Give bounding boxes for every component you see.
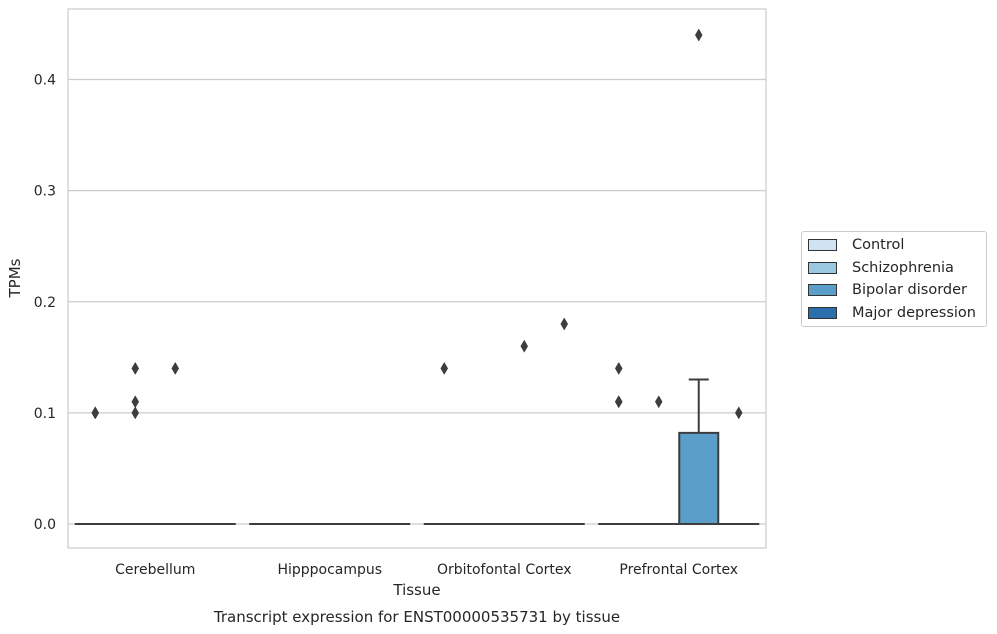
y-tick-label: 0.4 [34, 73, 56, 89]
outlier-point [131, 395, 140, 409]
y-tick-label: 0.2 [34, 295, 56, 311]
outlier-point [171, 361, 180, 375]
legend-swatch-schizophrenia [808, 262, 837, 274]
box-bipolar-disorder-cerebellum [154, 361, 196, 526]
outlier-point [520, 339, 529, 353]
box-control-orbitofontal-cortex [423, 361, 465, 526]
legend-swatch-control [808, 239, 837, 251]
y-tick-label: 0.0 [34, 517, 56, 533]
outlier-point [614, 395, 623, 409]
legend-label-control: Control [852, 237, 905, 253]
x-tick-label: Prefrontal Cortex [619, 562, 738, 578]
x-tick-label: Cerebellum [115, 562, 195, 578]
legend-swatch-major-depression [808, 307, 837, 319]
y-axis-title: TPMs [6, 258, 24, 298]
x-axis-title: Tissue [392, 581, 440, 599]
legend-label-bipolar-disorder: Bipolar disorder [852, 282, 967, 298]
plot-area-frame [67, 8, 767, 549]
outlier-point [91, 406, 100, 420]
box-control-prefrontal-cortex [598, 361, 640, 526]
box-major-depression-orbitofontal-cortex [543, 317, 585, 526]
legend-item-bipolar-disorder: Bipolar disorder [808, 281, 967, 299]
y-tick-label: 0.3 [34, 184, 56, 200]
legend-label-schizophrenia: Schizophrenia [852, 260, 954, 276]
legend: Control Schizophrenia Bipolar disorder M… [801, 231, 987, 327]
x-tick-label: Hipppocampus [277, 562, 382, 578]
chart-title: Transcript expression for ENST0000053573… [213, 608, 620, 626]
legend-item-control: Control [808, 236, 904, 254]
legend-swatch-bipolar-disorder [808, 284, 837, 296]
outlier-point [131, 406, 140, 420]
box-schizophrenia-prefrontal-cortex [638, 395, 680, 526]
outlier-point [654, 395, 663, 409]
outlier-point [440, 361, 449, 375]
box-control-cerebellum [74, 406, 116, 526]
outlier-point [734, 406, 743, 420]
gridlines [68, 78, 766, 525]
y-tick-labels: 0.0 0.1 0.2 0.3 0.4 [34, 73, 56, 534]
box-bipolar-disorder-prefrontal-cortex [678, 28, 720, 525]
box-body [678, 431, 720, 525]
legend-item-major-depression: Major depression [808, 304, 976, 322]
x-tick-label: Orbitofontal Cortex [437, 562, 572, 578]
legend-item-schizophrenia: Schizophrenia [808, 259, 954, 277]
legend-label-major-depression: Major depression [852, 305, 976, 321]
box-plot-marks [74, 28, 760, 526]
x-tick-labels: Cerebellum Hipppocampus Orbitofontal Corte… [115, 562, 738, 578]
box-major-depression-prefrontal-cortex [718, 406, 760, 526]
box-bipolar-disorder-orbitofontal-cortex [503, 339, 545, 526]
box-schizophrenia-cerebellum [114, 361, 156, 526]
outlier-point [694, 28, 703, 42]
y-tick-label: 0.1 [34, 406, 56, 422]
outlier-point [614, 361, 623, 375]
outlier-point [560, 317, 569, 331]
outlier-point [131, 361, 140, 375]
